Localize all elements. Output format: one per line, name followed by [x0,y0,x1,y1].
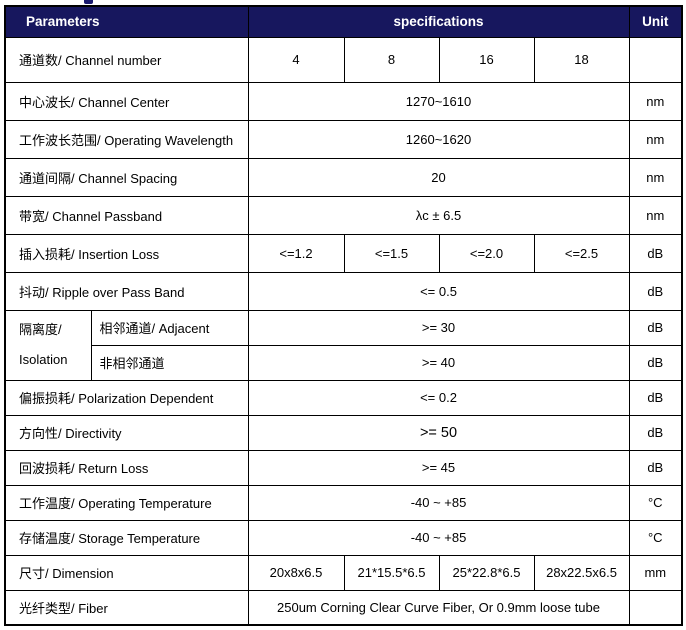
param-cell: 抖动/ Ripple over Pass Band [4,271,249,311]
isolation-group-label-line1: 隔离度/ [19,322,62,337]
table-row-polarization: 偏振损耗/ Polarization Dependent <= 0.2 dB [4,379,683,416]
unit-cell [628,589,683,626]
spec-value-cell: 16 [438,36,535,83]
table-row-ripple: 抖动/ Ripple over Pass Band <= 0.5 dB [4,271,683,311]
header-specifications: specifications [247,5,630,38]
table-row-channel-center: 中心波长/ Channel Center 1270~1610 nm [4,81,683,121]
table-row-insertion-loss: 插入损耗/ Insertion Loss <=1.2 <=1.5 <=2.0 <… [4,233,683,273]
unit-cell: dB [628,309,683,346]
spec-value-cell: 4 [247,36,345,83]
unit-cell: mm [628,554,683,591]
header-parameters: Parameters [4,5,249,38]
unit-cell: dB [628,449,683,486]
spec-value-cell: <=1.5 [343,233,440,273]
spec-value-cell: 8 [343,36,440,83]
spec-value-cell: 1260~1620 [247,119,630,159]
table-row-operating-wavelength: 工作波长范围/ Operating Wavelength 1260~1620 n… [4,119,683,159]
param-cell: 偏振损耗/ Polarization Dependent [4,379,249,416]
param-cell: 工作温度/ Operating Temperature [4,484,249,521]
spec-value-cell: λc ± 6.5 [247,195,630,235]
spec-value-cell: -40 ~ +85 [247,484,630,521]
unit-cell: dB [628,233,683,273]
param-cell: 尺寸/ Dimension [4,554,249,591]
table-row-channel-number: 通道数/ Channel number 4 8 16 18 [4,36,683,83]
param-cell: 通道数/ Channel number [4,36,249,83]
param-cell: 通道间隔/ Channel Spacing [4,157,249,197]
spec-value-cell: 21*15.5*6.5 [343,554,440,591]
spec-value-cell: <= 0.5 [247,271,630,311]
spec-value-cell: <=1.2 [247,233,345,273]
param-cell: 中心波长/ Channel Center [4,81,249,121]
unit-cell: dB [628,414,683,451]
table-row-isolation-nonadjacent: 非相邻通道 >= 40 dB [5,344,683,381]
param-cell: 方向性/ Directivity [4,414,249,451]
specifications-table: Parameters specifications Unit 通道数/ Chan… [4,5,684,626]
table-row-directivity: 方向性/ Directivity >= 50 dB [4,414,683,451]
spec-value-cell: >= 30 [247,309,630,346]
spec-value-cell: 20x8x6.5 [247,554,345,591]
param-cell: 存储温度/ Storage Temperature [4,519,249,556]
spec-value-cell: 1270~1610 [247,81,630,121]
param-cell: 工作波长范围/ Operating Wavelength [4,119,249,159]
table-row-fiber: 光纤类型/ Fiber 250um Corning Clear Curve Fi… [4,589,683,626]
unit-cell [628,36,683,83]
header-unit: Unit [628,5,683,38]
unit-cell: °C [628,519,683,556]
param-cell: 带宽/ Channel Passband [4,195,249,235]
spec-value-cell: 20 [247,157,630,197]
table-header-row: Parameters specifications Unit [4,5,683,38]
param-cell: 光纤类型/ Fiber [4,589,249,626]
spec-value-cell: >= 45 [247,449,630,486]
table-row-operating-temperature: 工作温度/ Operating Temperature -40 ~ +85 °C [4,484,683,521]
unit-cell: dB [628,271,683,311]
table-row-storage-temperature: 存储温度/ Storage Temperature -40 ~ +85 °C [4,519,683,556]
unit-cell: nm [628,157,683,197]
spec-value-cell: >= 50 [247,414,630,451]
spec-value-cell: 28x22.5x6.5 [533,554,630,591]
table-row-channel-passband: 带宽/ Channel Passband λc ± 6.5 nm [4,195,683,235]
table-row-return-loss: 回波损耗/ Return Loss >= 45 dB [4,449,683,486]
spec-value-cell: 18 [533,36,630,83]
spec-value-cell: >= 40 [247,344,630,381]
param-subcell: 非相邻通道 [90,344,249,381]
spec-value-cell: 25*22.8*6.5 [438,554,535,591]
param-cell: 回波损耗/ Return Loss [4,449,249,486]
isolation-group-label-line2: Isolation [19,352,68,367]
spec-value-cell: 250um Corning Clear Curve Fiber, Or 0.9m… [247,589,630,626]
table-row-channel-spacing: 通道间隔/ Channel Spacing 20 nm [4,157,683,197]
table-row-dimension: 尺寸/ Dimension 20x8x6.5 21*15.5*6.5 25*22… [4,554,683,591]
param-cell: 插入损耗/ Insertion Loss [4,233,249,273]
unit-cell: dB [628,379,683,416]
unit-cell: dB [628,344,683,381]
table-row-isolation-adjacent: 隔离度/ Isolation 相邻通道/ Adjacent >= 30 dB [4,309,683,381]
spec-value-cell: -40 ~ +85 [247,519,630,556]
unit-cell: nm [628,195,683,235]
isolation-group-cell: 隔离度/ Isolation [4,309,92,381]
spec-value-cell: <= 0.2 [247,379,630,416]
param-subcell: 相邻通道/ Adjacent [90,309,249,346]
cropped-text-artifact [84,0,93,4]
unit-cell: °C [628,484,683,521]
spec-value-cell: <=2.5 [533,233,630,273]
unit-cell: nm [628,119,683,159]
spec-value-cell: <=2.0 [438,233,535,273]
unit-cell: nm [628,81,683,121]
